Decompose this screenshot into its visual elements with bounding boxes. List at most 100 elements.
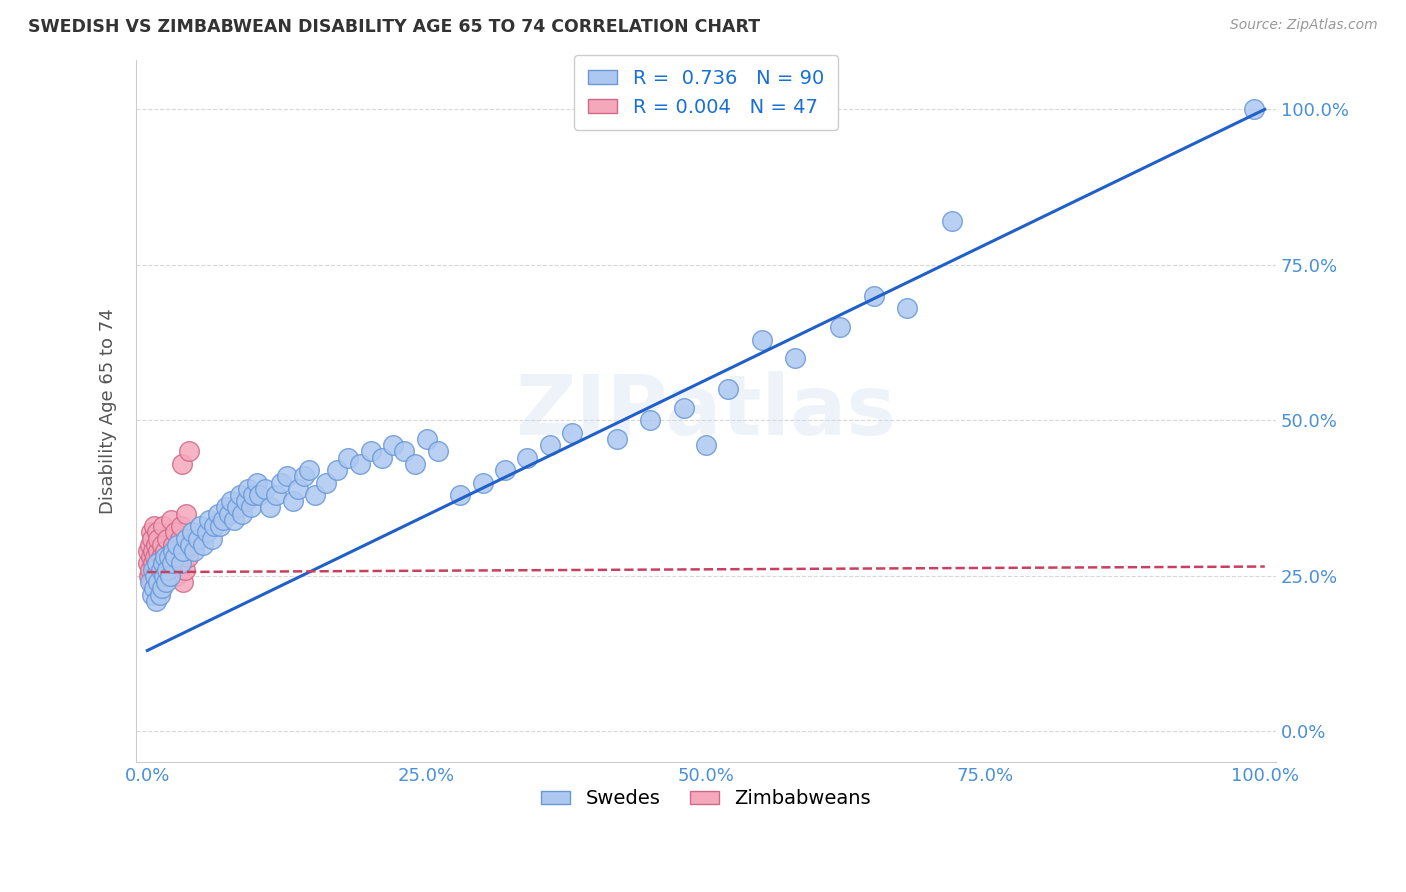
Point [896,301,918,316]
Point [212,513,235,527]
Point [516,450,538,465]
Point [145,563,167,577]
Point [165,550,187,565]
Point [1243,103,1265,117]
Point [139,550,162,565]
Point [136,557,159,571]
Point [145,538,167,552]
Point [153,563,176,577]
Point [259,500,281,515]
Point [150,538,173,552]
Point [253,482,276,496]
Point [156,532,179,546]
Point [138,544,160,558]
Point [292,469,315,483]
Point [153,569,176,583]
Point [298,463,321,477]
Point [695,438,717,452]
Point [165,525,187,540]
Point [172,544,194,558]
Text: SWEDISH VS ZIMBABWEAN DISABILITY AGE 65 TO 74 CORRELATION CHART: SWEDISH VS ZIMBABWEAN DISABILITY AGE 65 … [28,18,761,36]
Point [270,475,292,490]
Point [247,488,270,502]
Point [152,557,174,571]
Point [229,488,252,502]
Point [394,444,416,458]
Point [304,488,326,502]
Point [155,575,177,590]
Point [152,519,174,533]
Point [141,532,163,546]
Y-axis label: Disability Age 65 to 74: Disability Age 65 to 74 [100,308,117,514]
Point [195,525,218,540]
Point [142,557,165,571]
Point [717,382,740,396]
Point [382,438,405,452]
Point [191,538,214,552]
Point [143,569,166,583]
Point [179,538,201,552]
Point [672,401,695,415]
Point [183,544,205,558]
Point [159,569,181,583]
Point [235,494,257,508]
Point [349,457,371,471]
Point [281,494,304,508]
Point [146,557,169,571]
Point [176,550,198,565]
Point [188,519,211,533]
Point [176,507,198,521]
Point [157,550,180,565]
Point [148,588,170,602]
Point [197,513,219,527]
Point [337,450,360,465]
Point [360,444,382,458]
Point [153,544,176,558]
Point [170,519,193,533]
Point [142,544,165,558]
Point [371,450,394,465]
Point [143,582,166,596]
Point [862,289,884,303]
Legend: Swedes, Zimbabweans: Swedes, Zimbabweans [533,781,879,816]
Point [174,563,197,577]
Text: Source: ZipAtlas.com: Source: ZipAtlas.com [1230,18,1378,32]
Point [146,557,169,571]
Point [246,475,269,490]
Point [225,500,247,515]
Point [785,351,807,366]
Point [561,425,583,440]
Point [236,482,259,496]
Point [449,488,471,502]
Point [166,538,188,552]
Point [149,563,172,577]
Point [276,469,298,483]
Point [172,575,194,590]
Point [150,582,173,596]
Point [176,532,198,546]
Point [219,494,242,508]
Point [471,475,494,490]
Point [157,569,180,583]
Point [148,532,170,546]
Point [405,457,427,471]
Point [538,438,561,452]
Point [146,525,169,540]
Point [201,532,224,546]
Point [830,320,852,334]
Point [326,463,349,477]
Point [426,444,449,458]
Point [141,525,163,540]
Text: ZIPatlas: ZIPatlas [516,370,897,451]
Point [148,575,170,590]
Point [170,557,193,571]
Point [141,575,163,590]
Point [166,544,188,558]
Point [606,432,628,446]
Point [208,519,231,533]
Point [202,519,225,533]
Point [169,532,191,546]
Point [139,563,162,577]
Point [159,513,181,527]
Point [138,569,160,583]
